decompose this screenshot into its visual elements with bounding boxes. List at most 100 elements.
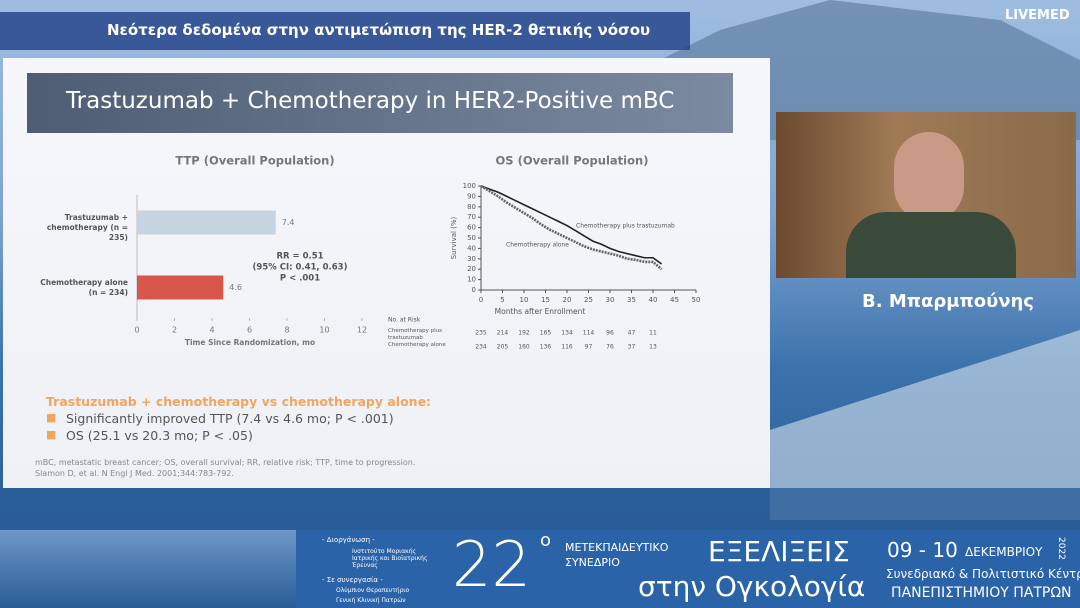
category-label: Chemotherapy alone (n = 234) <box>40 277 128 297</box>
y-tick-label: 40 <box>467 244 476 252</box>
risk-row-name: Chemotherapy plus trastuzumab <box>388 328 442 341</box>
slide-title-bar <box>27 73 733 133</box>
venue: Συνεδριακό & Πολιτιστικό Κέντρο <box>886 567 1080 581</box>
category-label: Trastuzumab + chemotherapy (n = 235) <box>46 212 128 242</box>
partner-label: - Σε συνεργασία - <box>322 576 383 584</box>
risk-value: 47 <box>628 330 636 337</box>
annotation: P < .001 <box>280 274 320 284</box>
event-dates: 09 - 10 <box>887 538 958 562</box>
risk-table-title: No. at Risk <box>388 317 421 324</box>
series-label: Chemotherapy alone <box>506 242 569 249</box>
x-tick-label: 8 <box>284 326 289 335</box>
footnote: mBC, metastatic breast cancer; OS, overa… <box>35 458 416 467</box>
y-tick-label: 0 <box>472 286 476 294</box>
organizer: Ινστιτούτο Μοριακής Ιατρικής και Βιοϊατρ… <box>352 548 428 569</box>
x-tick-label: 0 <box>134 326 139 335</box>
bullet: ■ <box>46 411 57 424</box>
x-tick-label: 10 <box>319 326 329 335</box>
risk-value: 136 <box>540 344 552 351</box>
summary-item: Significantly improved TTP (7.4 vs 4.6 m… <box>66 411 394 426</box>
university: ΠΑΝΕΠΙΣΤΗΜΙΟΥ ΠΑΤΡΩΝ <box>891 585 1072 601</box>
edition-number: 22 <box>452 528 531 601</box>
event-year: 2022 <box>1056 537 1066 560</box>
x-tick-label: 2 <box>172 326 177 335</box>
risk-value: 165 <box>540 330 552 337</box>
risk-value: 160 <box>518 344 530 351</box>
y-tick-label: 70 <box>467 213 476 221</box>
risk-value: 234 <box>475 344 487 351</box>
speaker-body <box>846 212 1016 278</box>
bar <box>137 275 224 300</box>
x-tick-label: 30 <box>606 296 615 304</box>
x-tick-label: 20 <box>563 296 572 304</box>
y-tick-label: 50 <box>467 234 476 242</box>
speaker-face <box>894 132 964 222</box>
organizer-label: - Διοργάνωση - <box>322 536 375 544</box>
risk-value: 205 <box>497 344 509 351</box>
y-tick-label: 20 <box>467 265 476 273</box>
y-tick-label: 100 <box>463 182 476 190</box>
annotation: RR = 0.51 <box>276 252 323 262</box>
risk-value: 134 <box>561 330 573 337</box>
bullet: ■ <box>46 428 57 441</box>
x-tick-label: 10 <box>520 296 529 304</box>
survival-curve <box>480 185 663 265</box>
series-label: Chemotherapy plus trastuzumab <box>576 223 675 230</box>
risk-row-name: Chemotherapy alone <box>388 342 446 348</box>
x-axis-label: Time Since Randomization, mo <box>185 338 315 347</box>
banner-photo <box>0 530 296 608</box>
footnote: Slamon D, et al. N Engl J Med. 2001;344:… <box>35 469 234 478</box>
risk-value: 214 <box>497 330 509 337</box>
value-label: 4.6 <box>229 283 242 292</box>
x-tick-label: 35 <box>627 296 636 304</box>
risk-value: 116 <box>561 344 573 351</box>
slide-title: Trastuzumab + Chemotherapy in HER2-Posit… <box>66 88 675 114</box>
x-tick-label: 50 <box>692 296 701 304</box>
x-tick-label: 6 <box>247 326 252 335</box>
risk-value: 37 <box>628 344 636 351</box>
brand: LIVEMED <box>1005 8 1070 23</box>
value-label: 7.4 <box>282 218 295 227</box>
speaker-name: Β. Μπαρμπούνης <box>862 291 1034 312</box>
partner: Γενική Κλινική Πατρών <box>336 597 406 604</box>
y-axis-label: Survival (%) <box>450 216 458 259</box>
x-tick-label: 4 <box>209 326 214 335</box>
bar <box>137 210 276 235</box>
header-title: Νεότερα δεδομένα στην αντιμετώπιση της H… <box>107 21 651 39</box>
header-bar <box>0 12 690 50</box>
risk-value: 114 <box>583 330 595 337</box>
risk-value: 97 <box>585 344 593 351</box>
chart-title: OS (Overall Population) <box>496 154 649 168</box>
y-tick-label: 90 <box>467 192 476 200</box>
survival-curve <box>480 184 663 271</box>
speaker-video <box>776 112 1076 278</box>
x-tick-label: 0 <box>479 296 483 304</box>
summary-heading: Trastuzumab + chemotherapy vs chemothera… <box>46 394 432 409</box>
x-tick-label: 12 <box>357 326 367 335</box>
risk-value: 96 <box>606 330 614 337</box>
x-tick-label: 45 <box>670 296 679 304</box>
event-kind: ΜΕΤΕΚΠΑΙΔΕΥΤΙΚΟ <box>565 541 669 554</box>
annotation: (95% CI: 0.41, 0.63) <box>253 263 348 273</box>
x-tick-label: 25 <box>584 296 593 304</box>
event-kind: ΣΥΝΕΔΡΙΟ <box>565 556 620 569</box>
banner-panel <box>296 530 1080 608</box>
risk-value: 235 <box>475 330 487 337</box>
x-tick-label: 15 <box>541 296 550 304</box>
x-axis-label: Months after Enrollment <box>495 307 586 316</box>
risk-value: 76 <box>606 344 614 351</box>
event-subtitle: στην Ογκολογία <box>638 570 866 603</box>
risk-value: 192 <box>518 330 530 337</box>
y-tick-label: 10 <box>467 276 476 284</box>
chart-title: TTP (Overall Population) <box>175 154 334 168</box>
partner: Ολύμπιον Θεραπευτήριο <box>336 587 410 594</box>
y-tick-label: 30 <box>467 255 476 263</box>
y-tick-label: 60 <box>467 224 476 232</box>
summary-item: OS (25.1 vs 20.3 mo; P < .05) <box>66 428 253 443</box>
event-month: ΔΕΚΕΜΒΡΙΟΥ <box>965 545 1043 559</box>
x-tick-label: 40 <box>649 296 658 304</box>
risk-value: 13 <box>649 344 657 351</box>
y-tick-label: 80 <box>467 203 476 211</box>
